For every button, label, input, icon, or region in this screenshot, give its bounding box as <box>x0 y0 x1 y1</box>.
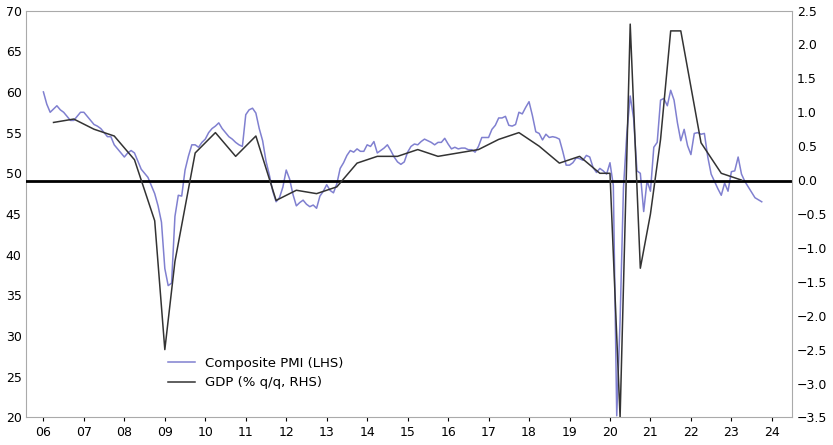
GDP (% q/q, RHS) <box>271 198 281 203</box>
GDP (% q/q, RHS) <box>109 134 119 139</box>
GDP (% q/q, RHS) <box>48 120 58 125</box>
GDP (% q/q, RHS) <box>150 218 160 223</box>
GDP (% q/q, RHS) <box>433 154 443 159</box>
GDP (% q/q, RHS) <box>646 211 656 217</box>
GDP (% q/q, RHS) <box>736 178 746 183</box>
GDP (% q/q, RHS) <box>412 147 422 152</box>
Composite PMI (LHS) <box>349 150 359 155</box>
GDP (% q/q, RHS) <box>190 150 200 156</box>
GDP (% q/q, RHS) <box>605 170 615 176</box>
GDP (% q/q, RHS) <box>352 161 362 166</box>
Composite PMI (LHS) <box>666 88 676 93</box>
Composite PMI (LHS) <box>611 413 621 418</box>
Composite PMI (LHS) <box>58 109 68 115</box>
Composite PMI (LHS) <box>527 113 537 118</box>
GDP (% q/q, RHS) <box>656 137 666 142</box>
GDP (% q/q, RHS) <box>69 117 79 122</box>
GDP (% q/q, RHS) <box>332 184 342 190</box>
GDP (% q/q, RHS) <box>392 154 402 159</box>
GDP (% q/q, RHS) <box>716 170 726 176</box>
GDP (% q/q, RHS) <box>89 126 99 132</box>
Line: Composite PMI (LHS): Composite PMI (LHS) <box>43 90 761 416</box>
Composite PMI (LHS) <box>756 199 766 204</box>
GDP (% q/q, RHS) <box>676 28 686 33</box>
Composite PMI (LHS) <box>312 206 322 211</box>
GDP (% q/q, RHS) <box>494 137 504 142</box>
Composite PMI (LHS) <box>247 105 257 111</box>
GDP (% q/q, RHS) <box>170 259 180 264</box>
GDP (% q/q, RHS) <box>636 266 646 271</box>
GDP (% q/q, RHS) <box>514 130 524 135</box>
GDP (% q/q, RHS) <box>473 147 483 152</box>
GDP (% q/q, RHS) <box>595 170 605 176</box>
Line: GDP (% q/q, RHS): GDP (% q/q, RHS) <box>53 24 741 417</box>
GDP (% q/q, RHS) <box>231 154 241 159</box>
Composite PMI (LHS) <box>686 152 696 157</box>
GDP (% q/q, RHS) <box>626 21 636 27</box>
GDP (% q/q, RHS) <box>555 161 565 166</box>
Composite PMI (LHS) <box>38 89 48 95</box>
GDP (% q/q, RHS) <box>453 150 463 156</box>
GDP (% q/q, RHS) <box>251 134 261 139</box>
GDP (% q/q, RHS) <box>534 143 544 149</box>
GDP (% q/q, RHS) <box>160 347 170 352</box>
GDP (% q/q, RHS) <box>372 154 382 159</box>
GDP (% q/q, RHS) <box>292 188 302 193</box>
GDP (% q/q, RHS) <box>129 157 139 162</box>
GDP (% q/q, RHS) <box>211 130 221 135</box>
GDP (% q/q, RHS) <box>696 140 706 146</box>
Legend: Composite PMI (LHS), GDP (% q/q, RHS): Composite PMI (LHS), GDP (% q/q, RHS) <box>163 352 349 395</box>
GDP (% q/q, RHS) <box>312 191 322 196</box>
GDP (% q/q, RHS) <box>615 415 625 420</box>
GDP (% q/q, RHS) <box>575 154 585 159</box>
GDP (% q/q, RHS) <box>666 28 676 33</box>
